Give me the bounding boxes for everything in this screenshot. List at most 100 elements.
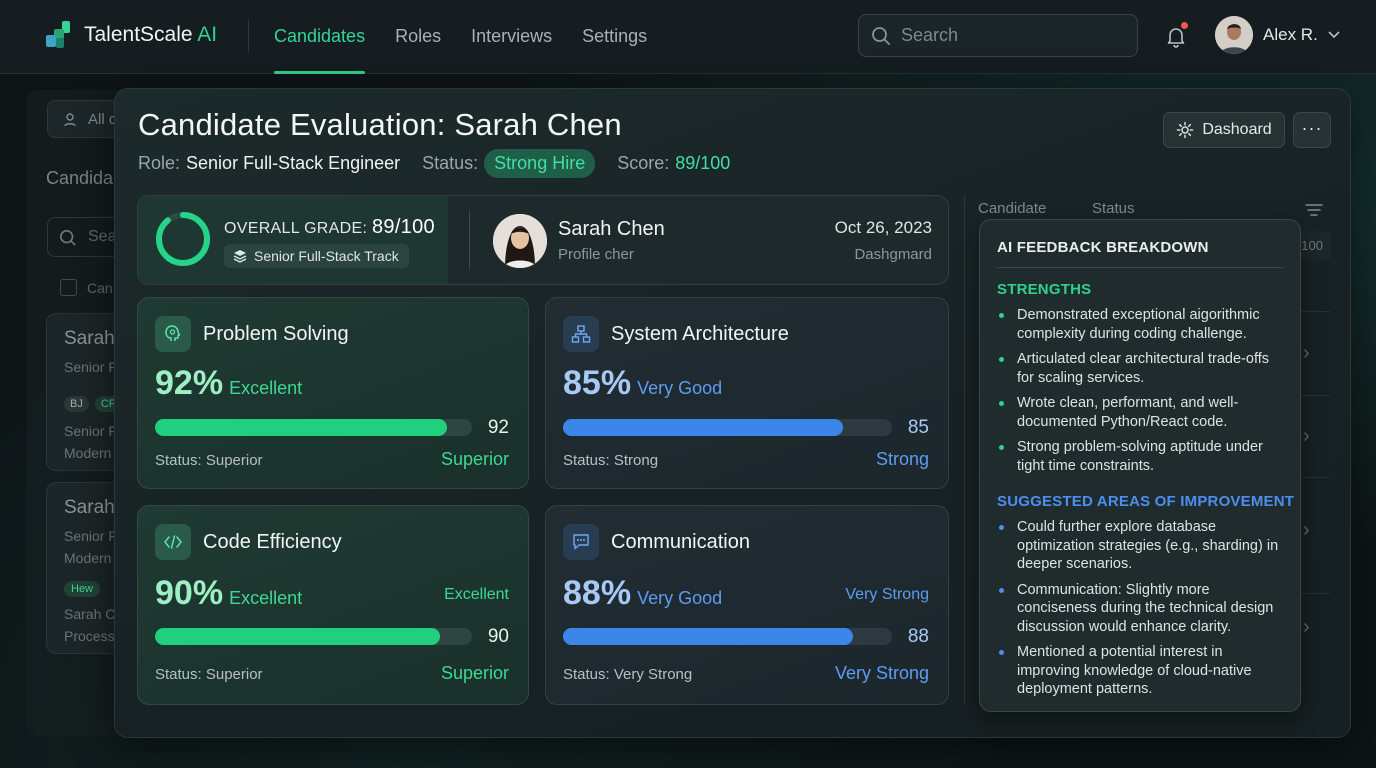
improvements-list: Could further explore database optimizat… (997, 518, 1287, 706)
list-item: Could further explore database optimizat… (997, 518, 1287, 574)
metric-status-badge: Very Strong (834, 663, 929, 683)
top-navigation: TalentScale AI Candidates Roles Intervie… (0, 0, 1376, 74)
score-value: 89/100 (675, 153, 731, 173)
search-icon (59, 229, 76, 246)
metric-status-badge: Superior (440, 449, 509, 469)
list-item-detail: Modern (64, 445, 112, 461)
search-icon (872, 26, 890, 45)
brand-logo[interactable]: TalentScale AI (46, 21, 217, 49)
overview-strip: OVERALL GRADE: 89/100 Senior Full-Stack … (137, 195, 949, 285)
chevron-right-icon[interactable]: › (1303, 519, 1310, 541)
evaluation-date: Oct 26, 2023 (834, 218, 932, 237)
more-options-button[interactable]: ··· (1293, 112, 1331, 148)
column-header-status[interactable]: Status (1092, 200, 1135, 217)
gear-icon (1177, 121, 1194, 139)
track-label: Senior Full-Stack Track (254, 248, 399, 264)
metric-title: Problem Solving (203, 323, 349, 345)
improvements-heading: SUGGESTED AREAS OF IMPROVEMENT (997, 493, 1295, 510)
feedback-divider (997, 267, 1283, 268)
metric-status: Status: Superior (155, 452, 263, 469)
user-name: Alex R. (1263, 25, 1318, 44)
metric-extra-label: Very Strong (845, 586, 929, 603)
metric-card-problem-solving[interactable]: Problem Solving 92% Excellent 92 Status: … (137, 297, 529, 489)
page-title: Candidate Evaluation: Sarah Chen (138, 107, 622, 142)
chevron-right-icon[interactable]: › (1303, 425, 1310, 447)
search-input[interactable] (901, 25, 1121, 46)
brand-name: TalentScale AI (84, 23, 218, 46)
list-item-badge: Hew (64, 581, 101, 597)
list-item[interactable]: Sarah Senior F Modern Hew Sarah C Proces… (46, 482, 126, 654)
chevron-right-icon[interactable]: › (1303, 616, 1310, 638)
list-item: Communication: Slightly more conciseness… (997, 581, 1287, 637)
tab-settings[interactable]: Settings (582, 26, 648, 46)
metric-status: Status: Strong (563, 452, 659, 469)
strengths-heading: STRENGTHS (997, 281, 1092, 298)
list-item-subtitle: Senior F (64, 528, 117, 544)
sort-icon[interactable] (1305, 203, 1323, 217)
chat-icon (563, 524, 599, 560)
candidate-evaluation-modal: Candidate Evaluation: Sarah Chen Role: S… (114, 88, 1351, 738)
metric-value: 88 (907, 626, 929, 647)
metric-value: 90 (487, 626, 509, 647)
code-icon (155, 524, 191, 560)
list-item-detail: Sarah C (64, 606, 116, 622)
tab-candidates[interactable]: Candidates (274, 0, 366, 74)
metric-title: System Architecture (611, 323, 789, 345)
role-value: Senior Full-Stack Engineer (186, 153, 401, 173)
brain-icon (155, 316, 191, 352)
metric-card-system-architecture[interactable]: System Architecture 85% Very Good 85 Stat… (545, 297, 949, 489)
column-header-candidate[interactable]: Candidate (978, 200, 1047, 217)
score-label: Score: (617, 153, 670, 173)
metric-value: 85 (907, 417, 929, 438)
metric-percent: 88% Very Good (563, 574, 723, 612)
notifications-button[interactable] (1164, 22, 1188, 48)
metric-percent: 85% Very Good (563, 364, 723, 402)
nav-divider (248, 20, 249, 52)
layers-icon (233, 250, 247, 263)
section-divider (964, 195, 965, 705)
list-item: Mentioned a potential interest in improv… (997, 643, 1287, 699)
tab-roles[interactable]: Roles (395, 26, 442, 46)
metric-value: 92 (487, 417, 509, 438)
list-item-detail: Process (64, 628, 115, 644)
tab-interviews[interactable]: Interviews (471, 26, 553, 46)
overview-divider (469, 210, 470, 270)
candidate-profile-link[interactable]: Profile cher (558, 246, 634, 263)
nav-tabs: Candidates Roles Interviews Settings (274, 0, 677, 74)
evaluation-meta: Role: Senior Full-Stack Engineer Status:… (138, 149, 730, 178)
strengths-list: Demonstrated exceptional aigorithmic com… (997, 306, 1287, 482)
list-item-name: Sarah (64, 328, 115, 349)
track-badge: Senior Full-Stack Track (224, 244, 409, 268)
metric-card-code-efficiency[interactable]: Code Efficiency 90% Excellent Excellent 9… (137, 505, 529, 705)
select-all-label: Can (87, 280, 113, 296)
candidate-name: Sarah Chen (558, 218, 665, 240)
metric-extra-label: Excellent (444, 586, 509, 603)
avatar (1215, 16, 1253, 54)
status-badge: Strong Hire (484, 149, 596, 178)
logo-icon (46, 21, 74, 49)
candidate-list-title: Candida (46, 168, 114, 188)
metric-title: Code Efficiency (203, 531, 342, 553)
dashboard-button[interactable]: Dashoard (1163, 112, 1285, 148)
list-item[interactable]: Sarah Senior F BJ CF Senior F Modern (46, 313, 126, 471)
users-icon (64, 113, 76, 127)
dashboard-button-label: Dashoard (1202, 121, 1272, 138)
metric-status-badge: Strong (875, 449, 929, 469)
notification-dot (1181, 22, 1188, 29)
filter-chip-label: All c (88, 111, 117, 128)
role-label: Role: (138, 153, 181, 173)
candidate-avatar (493, 214, 547, 268)
metric-progress-bar (563, 419, 892, 436)
candidate-search-placeholder: Sea (88, 228, 117, 245)
search-box[interactable] (858, 14, 1138, 57)
chevron-right-icon[interactable]: › (1303, 342, 1310, 364)
metric-progress-bar (563, 628, 892, 645)
overall-grade-label: OVERALL GRADE: 89/100 (224, 216, 435, 238)
overall-grade-box: OVERALL GRADE: 89/100 Senior Full-Stack … (138, 196, 448, 284)
metric-status: Status: Very Strong (563, 666, 693, 683)
list-item-subtitle: Modern (64, 550, 112, 566)
metric-card-communication[interactable]: Communication 88% Very Good Very Strong 8… (545, 505, 949, 705)
user-menu[interactable]: Alex R. (1215, 16, 1340, 54)
select-all-checkbox[interactable] (60, 279, 77, 296)
dashboard-link[interactable]: Dashgmard (854, 246, 932, 263)
